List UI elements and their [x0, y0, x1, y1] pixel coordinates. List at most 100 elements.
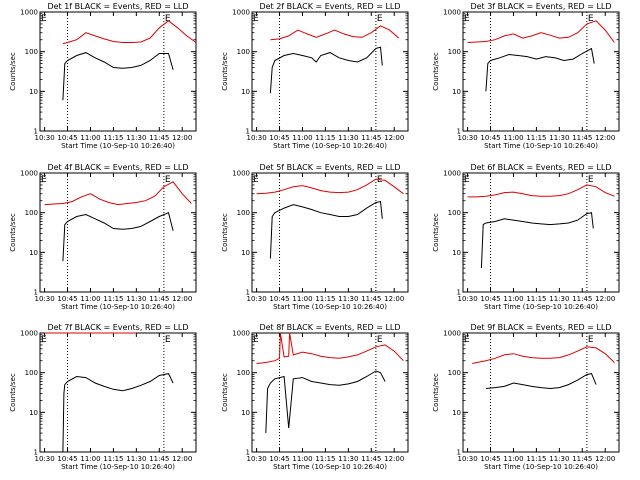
x-tick-label: 10:30: [246, 455, 266, 463]
x-tick-label: 11:15: [526, 134, 546, 142]
y-tick-label: 1000: [20, 330, 38, 338]
x-axis-label: Start Time (10-Sep-10 10:26:40): [484, 463, 598, 471]
plot-frame: [462, 172, 620, 293]
y-tick-label: 100: [25, 369, 38, 377]
x-tick-label: 11:15: [315, 455, 335, 463]
marker-left: E: [41, 14, 47, 24]
x-tick-label: 11:45: [361, 455, 381, 463]
y-tick-label: 100: [448, 48, 461, 56]
plot-frame: [251, 172, 409, 293]
x-tick-label: 11:30: [126, 455, 146, 463]
x-axis-label: Start Time (10-Sep-10 10:26:40): [484, 303, 598, 311]
x-tick-label: 12:00: [172, 295, 192, 303]
x-tick-label: 11:00: [503, 295, 523, 303]
y-tick-label: 10: [29, 88, 38, 96]
series-events-line: [62, 52, 174, 101]
x-tick-label: 10:30: [34, 295, 54, 303]
plot-title: Det 7f BLACK = Events, RED = LLD: [47, 323, 188, 332]
series-lld-line: [44, 181, 192, 206]
y-tick-label: 1: [457, 289, 461, 297]
y-axis-label: Counts/sec: [221, 52, 229, 91]
x-axis-label: Start Time (10-Sep-10 10:26:40): [273, 463, 387, 471]
plot-title: Det 9f BLACK = Events, RED = LLD: [470, 323, 611, 332]
x-tick-label: 10:45: [57, 295, 77, 303]
x-tick-label: 10:30: [457, 455, 477, 463]
y-tick-label: 1: [34, 449, 38, 457]
marker-right: E: [588, 14, 594, 24]
y-tick-label: 1: [457, 449, 461, 457]
x-axis-label: Start Time (10-Sep-10 10:26:40): [273, 142, 387, 150]
x-tick-label: 10:30: [246, 295, 266, 303]
y-axis-label: Counts/sec: [221, 373, 229, 412]
x-tick-label: 11:15: [526, 455, 546, 463]
x-tick-label: 11:45: [361, 295, 381, 303]
x-tick-label: 12:00: [172, 134, 192, 142]
plot-frame: [462, 11, 620, 132]
y-tick-label: 100: [25, 209, 38, 217]
x-tick-label: 11:45: [572, 134, 592, 142]
x-axis-label: Start Time (10-Sep-10 10:26:40): [484, 142, 598, 150]
x-axis-label: Start Time (10-Sep-10 10:26:40): [61, 463, 175, 471]
detector-plot-3: Det 3f BLACK = Events, RED = LLD 1 10 100 10…: [432, 2, 620, 150]
x-tick-label: 11:30: [338, 295, 358, 303]
y-tick-label: 1: [246, 128, 250, 136]
x-tick-label: 11:45: [572, 455, 592, 463]
y-tick-label: 1: [34, 128, 38, 136]
y-tick-label: 1: [246, 449, 250, 457]
x-tick-label: 11:45: [572, 295, 592, 303]
marker-right: E: [588, 175, 594, 185]
x-tick-label: 11:00: [292, 295, 312, 303]
x-tick-label: 11:15: [103, 134, 123, 142]
marker-left: E: [464, 175, 470, 185]
y-axis-label: Counts/sec: [432, 373, 440, 412]
marker-left: E: [253, 175, 259, 185]
y-axis-label: Counts/sec: [9, 52, 17, 91]
y-tick-label: 10: [29, 409, 38, 417]
detector-plot-1: Det 1f BLACK = Events, RED = LLD 1 10 100 10…: [9, 2, 197, 150]
x-tick-label: 12:00: [595, 295, 615, 303]
x-tick-label: 11:00: [80, 134, 100, 142]
x-tick-label: 10:30: [457, 134, 477, 142]
plot-title: Det 8f BLACK = Events, RED = LLD: [259, 323, 400, 332]
y-tick-label: 1000: [20, 9, 38, 17]
y-tick-label: 10: [29, 249, 38, 257]
x-tick-label: 11:45: [361, 134, 381, 142]
x-tick-label: 11:30: [126, 134, 146, 142]
x-tick-label: 10:45: [480, 134, 500, 142]
detector-plot-2: Det 2f BLACK = Events, RED = LLD 1 10 100 10…: [221, 2, 409, 150]
detector-plot-8: Det 8f BLACK = Events, RED = LLD 1 10 100 10…: [221, 323, 409, 471]
plot-title: Det 1f BLACK = Events, RED = LLD: [47, 2, 188, 11]
x-tick-label: 11:15: [103, 455, 123, 463]
plot-frame: [39, 11, 197, 132]
y-tick-label: 100: [237, 48, 250, 56]
marker-left: E: [253, 335, 259, 345]
y-axis-label: Counts/sec: [432, 213, 440, 252]
detector-plot-7: Det 7f BLACK = Events, RED = LLD 1 10 100 10…: [9, 323, 197, 471]
y-tick-label: 100: [448, 369, 461, 377]
detector-plot-4: Det 4f BLACK = Events, RED = LLD 1 10 100 10…: [9, 163, 197, 311]
y-tick-label: 1000: [232, 170, 250, 178]
series-lld-line: [256, 178, 404, 195]
y-tick-label: 1: [34, 289, 38, 297]
y-tick-label: 10: [452, 249, 461, 257]
y-tick-label: 100: [25, 48, 38, 56]
y-tick-label: 100: [237, 209, 250, 217]
plot-frame: [251, 11, 409, 132]
x-tick-label: 10:30: [34, 455, 54, 463]
series-events-line: [269, 46, 383, 94]
detector-plot-5: Det 5f BLACK = Events, RED = LLD 1 10 100 10…: [221, 163, 409, 311]
x-tick-label: 11:00: [292, 455, 312, 463]
x-tick-label: 12:00: [595, 455, 615, 463]
series-lld-line: [467, 184, 615, 198]
x-tick-label: 11:00: [503, 134, 523, 142]
marker-left: E: [41, 175, 47, 185]
series-events-line: [62, 373, 174, 453]
y-tick-label: 10: [452, 409, 461, 417]
series-lld-line: [270, 25, 400, 41]
x-tick-label: 11:30: [338, 134, 358, 142]
y-tick-label: 1000: [443, 170, 461, 178]
y-tick-label: 1000: [443, 330, 461, 338]
plot-title: Det 3f BLACK = Events, RED = LLD: [470, 2, 611, 11]
x-tick-label: 12:00: [172, 455, 192, 463]
x-tick-label: 10:45: [269, 134, 289, 142]
